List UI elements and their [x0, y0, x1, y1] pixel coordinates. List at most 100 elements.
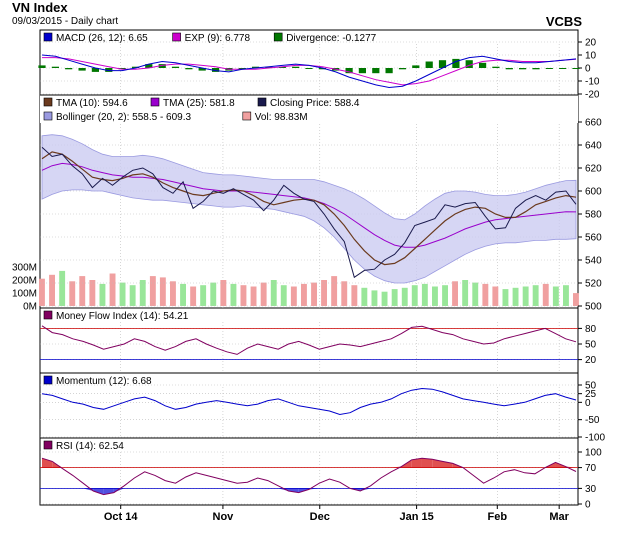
- volume-bar: [79, 276, 86, 306]
- rsi-overbought-fill: [42, 458, 53, 468]
- volume-bar: [129, 285, 136, 306]
- y-tick-label-price: 640: [585, 141, 602, 152]
- y-tick-label-price: 500: [585, 302, 602, 313]
- volume-bar: [512, 287, 519, 306]
- legend-swatch: [43, 97, 53, 107]
- volume-bar: [69, 281, 76, 306]
- legend-label: Vol: 98.83M: [255, 112, 308, 123]
- rsi-overbought-fill: [442, 461, 453, 468]
- y-tick-label-momentum: -100: [585, 433, 605, 444]
- divergence-bar: [185, 68, 193, 70]
- volume-bar: [230, 283, 237, 306]
- legend-label: Closing Price: 588.4: [270, 98, 360, 109]
- y-tick-label-momentum: -50: [585, 415, 600, 426]
- volume-tick-label: 300M: [12, 263, 37, 274]
- rsi-oversold-fill: [360, 488, 371, 491]
- volume-bar: [311, 282, 317, 306]
- volume-bar: [341, 281, 348, 306]
- legend-swatch: [172, 32, 181, 42]
- divergence-bar: [345, 68, 353, 74]
- x-tick-label: Oct 14: [104, 511, 139, 523]
- volume-bar: [361, 287, 368, 306]
- divergence-bar: [519, 68, 527, 70]
- volume-tick-label: 0M: [23, 302, 37, 313]
- rsi-overbought-fill: [52, 461, 63, 468]
- volume-bar: [432, 286, 438, 306]
- volume-bar: [270, 280, 277, 306]
- divergence-bar: [505, 68, 513, 70]
- mfi-line: [41, 325, 577, 355]
- panel-frame-macd: [39, 29, 579, 96]
- divergence-bar: [292, 66, 300, 68]
- y-tick-label-mfi: 80: [585, 324, 597, 335]
- volume-bar: [381, 291, 388, 306]
- y-tick-label-mfi: 50: [585, 340, 597, 351]
- tma10-line: [41, 151, 577, 266]
- x-tick-label: Mar: [549, 511, 569, 523]
- volume-bar: [109, 273, 116, 306]
- volume-bar: [522, 286, 529, 306]
- x-tick-label: Jan 15: [399, 511, 433, 523]
- divergence-bar: [465, 60, 473, 68]
- volume-bar: [149, 276, 156, 306]
- volume-bar: [321, 280, 327, 306]
- divergence-bar: [572, 68, 580, 69]
- volume-bar: [462, 280, 469, 306]
- chart-subtitle: 09/03/2015 - Daily chart: [12, 16, 119, 27]
- volume-bar: [442, 285, 448, 306]
- divergence-bar: [318, 68, 326, 70]
- legend-label: EXP (9): 6.778: [185, 33, 251, 44]
- volume-bar: [240, 285, 247, 306]
- volume-bar: [200, 285, 207, 306]
- y-tick-label-price: 560: [585, 233, 602, 244]
- volume-bar: [170, 281, 176, 306]
- rsi-line: [41, 457, 577, 496]
- divergence-bar: [438, 60, 447, 68]
- rsi-oversold-fill: [113, 488, 125, 493]
- y-tick-label-price: 660: [585, 118, 602, 129]
- panel-frame-momentum: [39, 372, 579, 439]
- volume-bar: [190, 286, 197, 306]
- legend-label: MACD (26, 12): 6.65: [56, 33, 148, 44]
- y-tick-label-momentum: 50: [585, 381, 597, 392]
- divergence-bar: [158, 64, 166, 68]
- divergence-bar: [532, 68, 540, 70]
- divergence-bar: [105, 68, 113, 72]
- y-tick-label-price: 600: [585, 187, 602, 198]
- divergence-bar: [65, 68, 73, 70]
- legend-label: Bollinger (20, 2): 558.5 - 609.3: [56, 112, 192, 123]
- legend-swatch: [43, 375, 53, 385]
- y-tick-label-mfi: 20: [585, 355, 597, 366]
- rsi-oversold-fill: [93, 488, 104, 495]
- legend-swatch: [273, 32, 283, 42]
- volume-bar: [552, 286, 559, 306]
- legend-label: Money Flow Index (14): 54.21: [56, 311, 189, 322]
- divergence-bar: [425, 61, 433, 68]
- volume-bar: [119, 282, 126, 306]
- divergence-bar: [358, 68, 366, 74]
- volume-bar: [210, 282, 217, 306]
- legend-swatch: [150, 97, 160, 107]
- volume-bar: [502, 289, 509, 306]
- volume-bar: [542, 283, 549, 306]
- y-tick-label-rsi: 30: [585, 484, 597, 495]
- volume-bar: [139, 280, 146, 306]
- divergence-bar: [198, 68, 206, 71]
- rsi-oversold-fill: [103, 488, 114, 495]
- volume-bar: [532, 285, 539, 306]
- volume-bar: [573, 293, 579, 306]
- y-tick-label-price: 620: [585, 164, 602, 175]
- divergence-bar: [412, 65, 420, 68]
- volume-bar: [563, 285, 569, 306]
- volume-bar: [401, 287, 408, 306]
- volume-bar: [351, 285, 358, 306]
- rsi-overbought-fill: [411, 458, 422, 468]
- volume-bar: [482, 283, 489, 306]
- divergence-bar: [278, 66, 286, 68]
- divergence-bar: [171, 66, 180, 68]
- volume-bar: [472, 282, 479, 306]
- volume-bar: [89, 280, 96, 306]
- x-tick-label: Feb: [488, 511, 508, 523]
